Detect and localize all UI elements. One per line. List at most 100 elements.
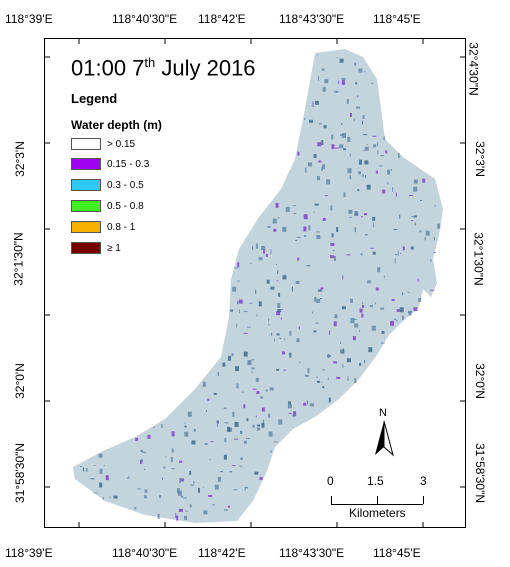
inundation-patch [281,308,283,310]
inundation-patch [334,147,339,149]
inundation-patch [193,481,195,484]
inundation-patch [99,468,103,474]
legend-label: > 0.15 [107,138,136,150]
inundation-patch [372,216,376,221]
inundation-patch [342,275,344,280]
inundation-patch [277,217,280,219]
inundation-patch [243,404,246,409]
inundation-patch [93,492,98,494]
inundation-patch [377,267,381,273]
inundation-patch [321,68,325,71]
inundation-patch [324,79,329,84]
inundation-patch [375,287,379,291]
inundation-patch [366,184,371,190]
inundation-patch [184,431,189,437]
inundation-patch [364,160,369,165]
inundation-patch [246,326,251,328]
inundation-patch [82,467,84,472]
inundation-patch [204,442,208,445]
inundation-patch [332,249,335,251]
inundation-patch [341,77,346,80]
inundation-patch [237,262,240,268]
inundation-patch [367,280,372,284]
inundation-patch [326,179,331,185]
inundation-patch [171,431,175,437]
inundation-patch [349,153,351,157]
inundation-patch [178,508,183,512]
inundation-patch [320,287,324,290]
legend-swatch [71,138,101,150]
inundation-patch [341,122,343,125]
inundation-patch [316,176,320,181]
study-area-polygon [73,49,443,523]
inundation-patch [185,510,189,512]
inundation-patch [147,434,151,439]
inundation-patch [207,398,210,401]
legend-label: 0.15 - 0.3 [107,158,150,170]
inundation-patch [313,211,315,213]
inundation-patch [358,171,362,175]
inundation-patch [209,458,211,460]
right-tick-label: 31°58'30"N [473,442,488,504]
inundation-patch [202,486,204,488]
inundation-patch [203,510,208,515]
inundation-patch [270,249,272,255]
inundation-patch [328,397,331,403]
inundation-patch [329,330,331,335]
inundation-patch [343,148,347,151]
north-arrow-icon [375,420,394,457]
inundation-patch [144,489,148,493]
inundation-patch [341,79,345,85]
inundation-patch [322,217,326,221]
inundation-patch [94,465,96,467]
inundation-patch [208,494,213,497]
legend-label: 0.5 - 0.8 [107,200,144,212]
inundation-patch [354,211,359,217]
inundation-patch [276,280,279,282]
inundation-patch [341,306,346,310]
inundation-patch [282,226,287,232]
inundation-patch [380,307,385,310]
inundation-patch [251,371,254,373]
inundation-patch [354,378,357,384]
inundation-patch [354,62,357,66]
inundation-patch [252,424,255,428]
scale-label: 1.5 [367,474,384,488]
inundation-patch [322,164,326,170]
inundation-patch [369,305,373,308]
inundation-patch [419,230,422,233]
inundation-patch [409,194,414,196]
left-tick-label: 32°1'30"N [11,232,26,286]
inundation-patch [382,189,386,194]
inundation-patch [284,338,286,341]
inundation-patch [414,222,416,226]
inundation-patch [327,377,329,380]
inundation-patch [213,392,217,395]
frame-ticks [45,39,465,527]
inundation-patch [240,430,243,434]
inundation-patch [229,471,233,473]
inundation-patch [303,402,307,406]
inundation-patch [396,319,398,322]
inundation-patch [372,135,377,137]
inundation-patch [398,155,401,157]
inundation-patch [265,253,268,257]
inundation-patch [272,218,277,224]
inundation-patch [349,112,352,117]
inundation-patch [232,286,237,292]
inundation-patch [159,495,162,499]
inundation-patch [202,381,206,387]
inundation-patch [113,495,118,499]
inundation-patch [304,117,306,120]
inundation-patch [312,101,314,106]
inundation-patch [293,205,297,207]
inundation-patch [86,467,88,472]
left-tick-label: 32°0'N [12,363,27,399]
left-tick-label: 31°58'30"N [13,442,28,504]
inundation-patch [347,168,352,174]
bottom-tick-label: 118°43'30"E [279,546,345,560]
inundation-patch [358,329,360,332]
legend-label: 0.3 - 0.5 [107,179,144,191]
inundation-patch [217,420,219,424]
scale-tick [423,496,424,504]
